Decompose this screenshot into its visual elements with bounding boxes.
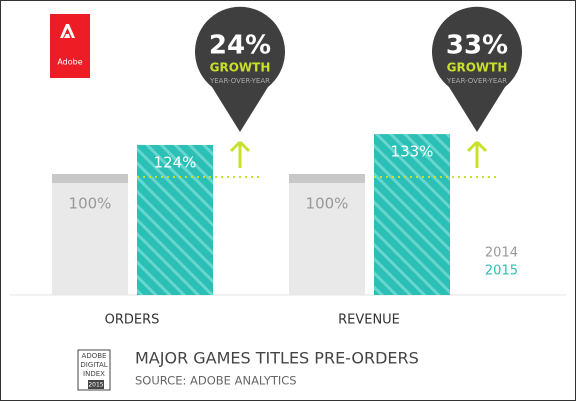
value-label: 100% [306,195,349,213]
bar [137,144,213,295]
badge-text: ADOBE [82,352,107,360]
badge-text: INDEX [83,370,105,378]
legend-label: 2015 [485,264,518,279]
badge [77,349,111,391]
value-label: 124% [154,153,197,171]
growth-sublabel: YEAR-OVER-YEAR [209,77,270,85]
growth-pin [432,6,523,133]
badge-year-bg [88,380,104,389]
growth-arrow [229,140,251,168]
growth-arrow [466,140,488,168]
bar-cap [289,174,365,183]
value-label: 133% [391,143,434,161]
logo [50,14,90,78]
chart-title: MAJOR GAMES TITLES PRE-ORDERS [135,349,419,368]
bar [52,174,128,295]
badge-text: DIGITAL [80,361,107,369]
x-tick-label: REVENUE [338,313,400,328]
chart-subtitle: SOURCE: ADOBE ANALYTICS [135,374,297,388]
bar-cap [52,174,128,183]
bar [374,134,450,295]
growth-sublabel: YEAR-OVER-YEAR [446,77,507,85]
badge-text: 2015 [88,382,103,389]
legend-label: 2014 [485,246,518,261]
growth-value: 33% [446,31,508,61]
growth-value: 24% [209,31,271,61]
growth-label: GROWTH [447,61,508,75]
growth-pin [195,6,285,132]
logo-text: Adobe [57,58,82,67]
growth-label: GROWTH [210,61,271,75]
value-label: 100% [69,195,112,213]
bar [289,174,365,295]
logo-icon [60,24,75,38]
x-tick-label: ORDERS [105,313,160,328]
